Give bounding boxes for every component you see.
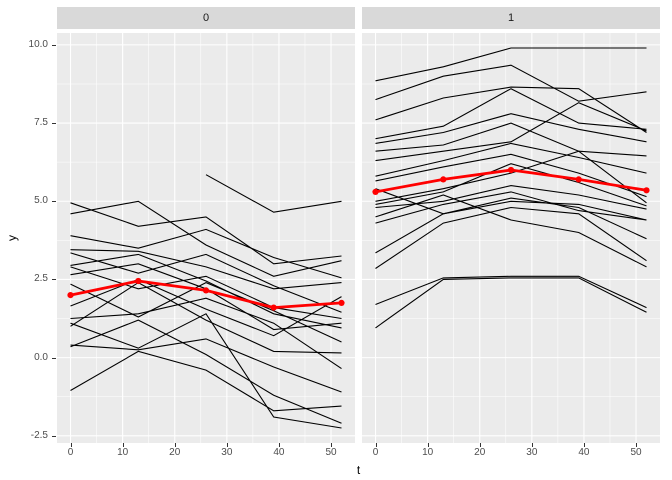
trajectory-line — [375, 188, 647, 221]
trajectory-line — [70, 297, 342, 370]
trajectory-line — [375, 163, 647, 207]
trajectory-line — [375, 88, 647, 140]
trajectory-line — [70, 252, 342, 313]
x-tick-mark — [278, 443, 280, 447]
y-tick-mark — [52, 435, 56, 437]
trajectory-line — [375, 102, 647, 162]
x-tick-label: 50 — [630, 447, 642, 458]
mean-point — [643, 187, 650, 194]
x-tick-mark — [331, 443, 333, 447]
trajectory-line — [70, 313, 342, 429]
x-tick-mark — [427, 443, 429, 447]
y-tick-mark — [52, 123, 56, 125]
mean-point — [507, 166, 515, 174]
trajectory-line — [70, 281, 342, 354]
trajectory-line — [375, 64, 647, 102]
y-tick-label: 2.5 — [34, 273, 48, 285]
trajectory-line — [70, 266, 342, 320]
trajectory-line — [375, 197, 647, 254]
x-tick-mark — [583, 443, 585, 447]
x-tick-label: 0 — [372, 447, 379, 458]
x-tick-mark — [174, 443, 176, 447]
y-tick-label: 0.0 — [34, 351, 48, 363]
trajectory-line — [375, 194, 647, 268]
x-tick-label: 0 — [67, 447, 74, 458]
trajectory-line — [70, 338, 342, 393]
x-tick-mark — [70, 443, 72, 447]
trajectory-line — [375, 206, 647, 269]
y-tick-label: -2.5 — [30, 429, 48, 441]
mean-point — [270, 304, 277, 311]
trajectory-line — [70, 350, 342, 412]
trajectory-line — [375, 142, 647, 177]
trajectory-line — [375, 86, 647, 133]
plot-panel-1 — [362, 33, 660, 443]
facet-strip-1-label: 1 — [507, 12, 515, 24]
trajectory-line — [70, 200, 342, 277]
trajectory-line — [70, 228, 342, 279]
y-tick-label: 10.0 — [28, 38, 48, 50]
x-tick-mark — [375, 443, 377, 447]
x-tick-label: 20 — [169, 447, 181, 458]
trajectory-line — [70, 281, 342, 343]
trajectory-line — [205, 174, 342, 213]
x-axis-title: t — [356, 463, 361, 477]
trajectory-line — [375, 191, 647, 224]
mean-point — [338, 299, 345, 306]
y-tick-label: 7.5 — [34, 117, 48, 129]
x-tick-mark — [479, 443, 481, 447]
x-tick-label: 10 — [117, 447, 129, 458]
y-tick-mark — [52, 279, 56, 281]
trajectory-line — [70, 319, 342, 424]
x-tick-label: 20 — [474, 447, 486, 458]
mean-point — [202, 287, 210, 294]
x-tick-label: 40 — [578, 447, 590, 458]
x-tick-mark — [531, 443, 533, 447]
mean-point — [372, 188, 379, 195]
trajectory-line — [70, 249, 342, 290]
mean-point — [575, 176, 582, 183]
trajectory-line — [375, 185, 647, 210]
y-tick-label: 5.0 — [34, 195, 48, 207]
x-tick-mark — [122, 443, 124, 447]
trajectory-line — [375, 47, 647, 82]
trajectory-line — [375, 277, 647, 329]
trajectory-line — [375, 122, 647, 157]
facet-strip-0-label: 0 — [202, 12, 210, 24]
plot-panel-0 — [57, 33, 355, 443]
mean-point — [67, 292, 74, 299]
facet-strip-1: 1 — [362, 7, 660, 29]
y-axis-title: y — [5, 235, 19, 241]
y-tick-mark — [52, 44, 56, 46]
x-tick-mark — [226, 443, 228, 447]
x-tick-label: 50 — [325, 447, 337, 458]
trajectory-line — [375, 113, 647, 144]
trajectory-line — [70, 202, 342, 265]
mean-point — [135, 277, 142, 285]
y-tick-mark — [52, 357, 56, 359]
trajectory-line — [375, 275, 647, 309]
x-tick-label: 40 — [273, 447, 285, 458]
mean-point — [440, 176, 447, 183]
trajectory-line — [70, 253, 342, 329]
trajectory-line — [375, 150, 647, 204]
trajectory-line — [70, 278, 342, 337]
y-tick-mark — [52, 201, 56, 203]
facet-strip-0: 0 — [57, 7, 355, 29]
x-tick-label: 10 — [422, 447, 434, 458]
x-tick-label: 30 — [221, 447, 233, 458]
x-tick-mark — [636, 443, 638, 447]
trajectory-line — [375, 153, 647, 198]
x-tick-label: 30 — [526, 447, 538, 458]
